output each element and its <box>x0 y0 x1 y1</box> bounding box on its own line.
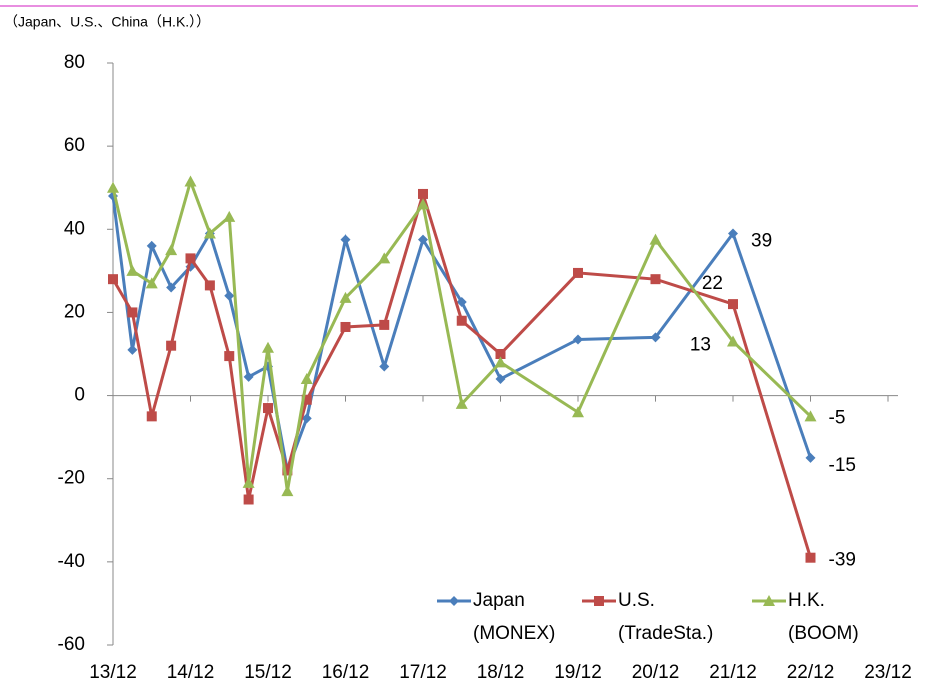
point <box>224 290 235 301</box>
point <box>166 282 177 293</box>
data-label: -5 <box>829 407 846 428</box>
y-tick-label: 80 <box>64 52 85 73</box>
legend-label: (BOOM) <box>788 623 859 644</box>
point <box>573 267 583 278</box>
x-tick-label: 20/12 <box>632 662 680 683</box>
point <box>456 315 467 326</box>
data-label: 13 <box>690 335 711 356</box>
point <box>573 334 583 345</box>
point <box>262 341 274 353</box>
point <box>455 397 468 409</box>
legend-label: (MONEX) <box>473 623 555 644</box>
point <box>300 372 313 384</box>
x-tick-label: 23/12 <box>864 662 912 683</box>
point <box>728 299 738 310</box>
legend-marker <box>763 595 775 606</box>
point <box>242 476 255 488</box>
point <box>223 210 236 222</box>
point <box>146 240 157 251</box>
point <box>379 319 390 330</box>
point <box>727 335 739 347</box>
point <box>340 234 351 245</box>
series-line <box>111 188 812 559</box>
y-tick-label: -40 <box>58 551 85 572</box>
point <box>263 403 273 414</box>
chart-subtitle: （Japan、U.S.、China（H.K.）） <box>4 14 210 30</box>
point <box>494 356 507 368</box>
point <box>650 274 661 285</box>
point <box>804 410 817 422</box>
point <box>379 361 390 372</box>
data-label: 22 <box>702 273 723 294</box>
point <box>108 274 118 285</box>
y-tick-label: 40 <box>64 218 85 239</box>
point <box>339 291 352 303</box>
x-tick-label: 19/12 <box>554 662 602 683</box>
series-line <box>111 176 812 492</box>
point <box>243 371 254 382</box>
x-tick-label: 14/12 <box>167 662 215 683</box>
x-tick-label: 16/12 <box>322 662 370 683</box>
point <box>572 406 584 418</box>
point <box>418 234 428 245</box>
point <box>728 228 738 239</box>
point <box>166 340 177 351</box>
point <box>418 188 428 199</box>
point <box>301 413 312 424</box>
point <box>127 307 138 318</box>
point <box>417 198 429 210</box>
point <box>301 394 312 405</box>
x-tick-label: 22/12 <box>787 662 835 683</box>
x-tick-label: 18/12 <box>477 662 525 683</box>
point <box>456 297 467 308</box>
y-tick-label: -20 <box>58 468 85 489</box>
point <box>650 332 661 343</box>
point <box>146 411 157 422</box>
point <box>495 349 506 359</box>
point <box>185 253 196 264</box>
point <box>127 344 138 355</box>
legend-label: Japan <box>473 590 525 611</box>
point <box>340 321 351 332</box>
x-tick-label: 13/12 <box>89 662 137 683</box>
point <box>243 494 254 505</box>
legend-label: U.S. <box>618 590 655 611</box>
legend-label: (TradeSta.) <box>618 623 713 644</box>
point <box>145 277 158 289</box>
legend-marker <box>449 596 459 606</box>
x-tick-label: 17/12 <box>399 662 447 683</box>
data-label: -15 <box>829 455 856 476</box>
y-tick-label: -60 <box>58 634 85 655</box>
point <box>805 552 816 563</box>
point <box>495 373 506 384</box>
y-tick-label: 0 <box>74 385 85 406</box>
legend-label: H.K. <box>788 590 825 611</box>
data-label: -39 <box>829 550 856 571</box>
point <box>126 264 139 276</box>
point <box>204 280 215 291</box>
x-tick-label: 21/12 <box>709 662 757 683</box>
y-tick-label: 60 <box>64 135 85 156</box>
point <box>165 244 178 256</box>
legend-marker <box>594 596 604 606</box>
point <box>203 227 216 239</box>
point <box>805 452 816 463</box>
point <box>281 485 294 497</box>
point <box>184 175 197 187</box>
x-tick-label: 15/12 <box>244 662 292 683</box>
point <box>378 252 391 264</box>
point <box>282 465 293 476</box>
point <box>224 351 235 362</box>
series-line <box>111 195 812 476</box>
y-tick-label: 20 <box>64 301 85 322</box>
point <box>649 233 662 245</box>
data-label: 39 <box>751 230 772 251</box>
point <box>107 181 119 193</box>
